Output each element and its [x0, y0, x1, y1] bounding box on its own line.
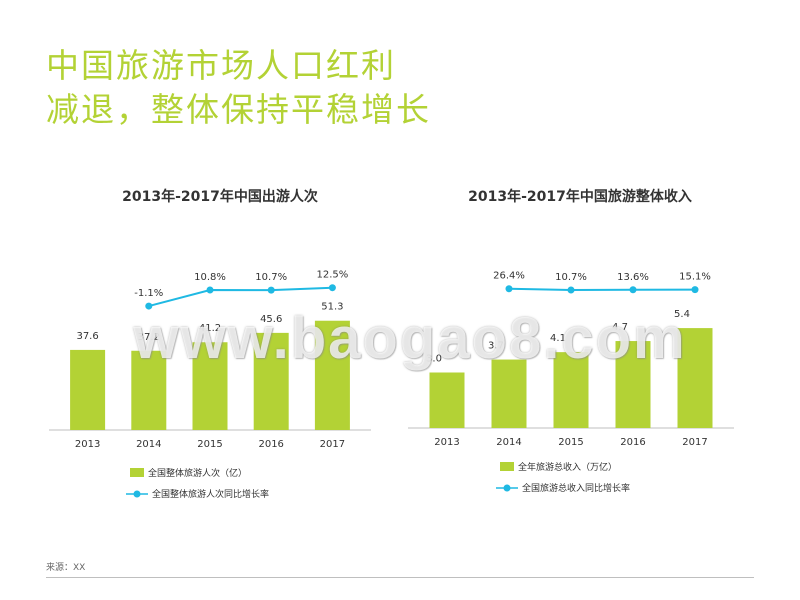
x-tick-label: 2017 [682, 437, 707, 448]
growth-point [145, 302, 153, 310]
x-tick-label: 2013 [434, 437, 459, 448]
bar-value-label: 51.3 [321, 302, 343, 313]
legend-bar-label: 全国整体旅游人次（亿） [148, 467, 247, 479]
growth-value-label: 12.5% [317, 270, 349, 281]
chart-tourist-trips: 2013年-2017年中国出游人次 37.6 2013 37.2 2014 41.2 20… [40, 180, 400, 510]
bar-value-label: 37.2 [138, 332, 160, 343]
legend-bar-swatch [500, 462, 514, 471]
legend-bar-label: 全年旅游总收入（万亿） [518, 461, 617, 473]
bar [70, 349, 106, 430]
bar-value-label: 3.0 [426, 354, 442, 365]
growth-value-label: 10.8% [194, 272, 226, 283]
bar [131, 350, 167, 430]
bar-value-label: 41.2 [199, 323, 221, 334]
growth-line [148, 286, 333, 308]
growth-point [505, 285, 513, 293]
legend-bar-swatch [130, 468, 144, 477]
growth-value-label: 15.1% [679, 272, 711, 283]
growth-point [691, 286, 699, 294]
x-tick-label: 2017 [320, 439, 345, 450]
legend-line-marker [503, 484, 511, 492]
bar [253, 332, 289, 430]
growth-value-label: -1.1% [134, 288, 163, 299]
bar [314, 320, 350, 430]
growth-value-label: 13.6% [617, 272, 649, 283]
growth-point [267, 286, 275, 294]
chart-title: 2013年-2017年中国旅游整体收入 [468, 189, 692, 205]
x-tick-label: 2014 [496, 437, 521, 448]
x-tick-label: 2015 [197, 439, 222, 450]
legend-line-label: 全国旅游总收入同比增长率 [522, 482, 630, 494]
growth-line [508, 287, 696, 292]
chart-tourism-revenue: 2013年-2017年中国旅游整体收入 3.0 2013 3.7 2014 4.1 201… [400, 180, 760, 510]
growth-point [567, 286, 575, 294]
growth-point [206, 286, 214, 294]
bar [491, 359, 527, 428]
bar [615, 341, 651, 428]
bar-value-label: 3.7 [488, 341, 504, 352]
footer-divider [46, 577, 754, 578]
growth-point [629, 286, 637, 294]
x-tick-label: 2013 [75, 439, 100, 450]
bar [677, 328, 713, 428]
chart-svg: 3.0 2013 3.7 2014 4.1 2015 4.7 2016 5.4 2017 26.4%… [408, 271, 734, 494]
x-tick-label: 2016 [258, 439, 283, 450]
bar-value-label: 4.1 [550, 333, 566, 344]
chart-title: 2013年-2017年中国出游人次 [122, 189, 318, 205]
bar-value-label: 4.7 [612, 322, 628, 333]
title-line-1: 中国旅游市场人口红利 [46, 46, 396, 85]
growth-value-label: 10.7% [555, 272, 587, 283]
bar-value-label: 37.6 [76, 331, 98, 342]
page-title: 中国旅游市场人口红利 减退，整体保持平稳增长 [46, 44, 431, 132]
bar [429, 372, 465, 428]
chart-svg: 37.6 2013 37.2 2014 41.2 2015 45.6 2016 51.3 2017… [49, 270, 371, 500]
bar [553, 352, 589, 428]
bar-value-label: 5.4 [674, 309, 690, 320]
title-line-2: 减退，整体保持平稳增长 [46, 90, 431, 129]
growth-point [328, 284, 336, 292]
growth-value-label: 26.4% [493, 271, 525, 282]
legend-line-label: 全国整体旅游人次同比增长率 [152, 488, 269, 500]
legend-line-marker [133, 490, 141, 498]
bar-value-label: 45.6 [260, 314, 282, 325]
source-note: 来源：XX [46, 563, 86, 573]
growth-value-label: 10.7% [255, 272, 287, 283]
bar [192, 342, 228, 430]
x-tick-label: 2015 [558, 437, 583, 448]
x-tick-label: 2016 [620, 437, 645, 448]
x-tick-label: 2014 [136, 439, 161, 450]
